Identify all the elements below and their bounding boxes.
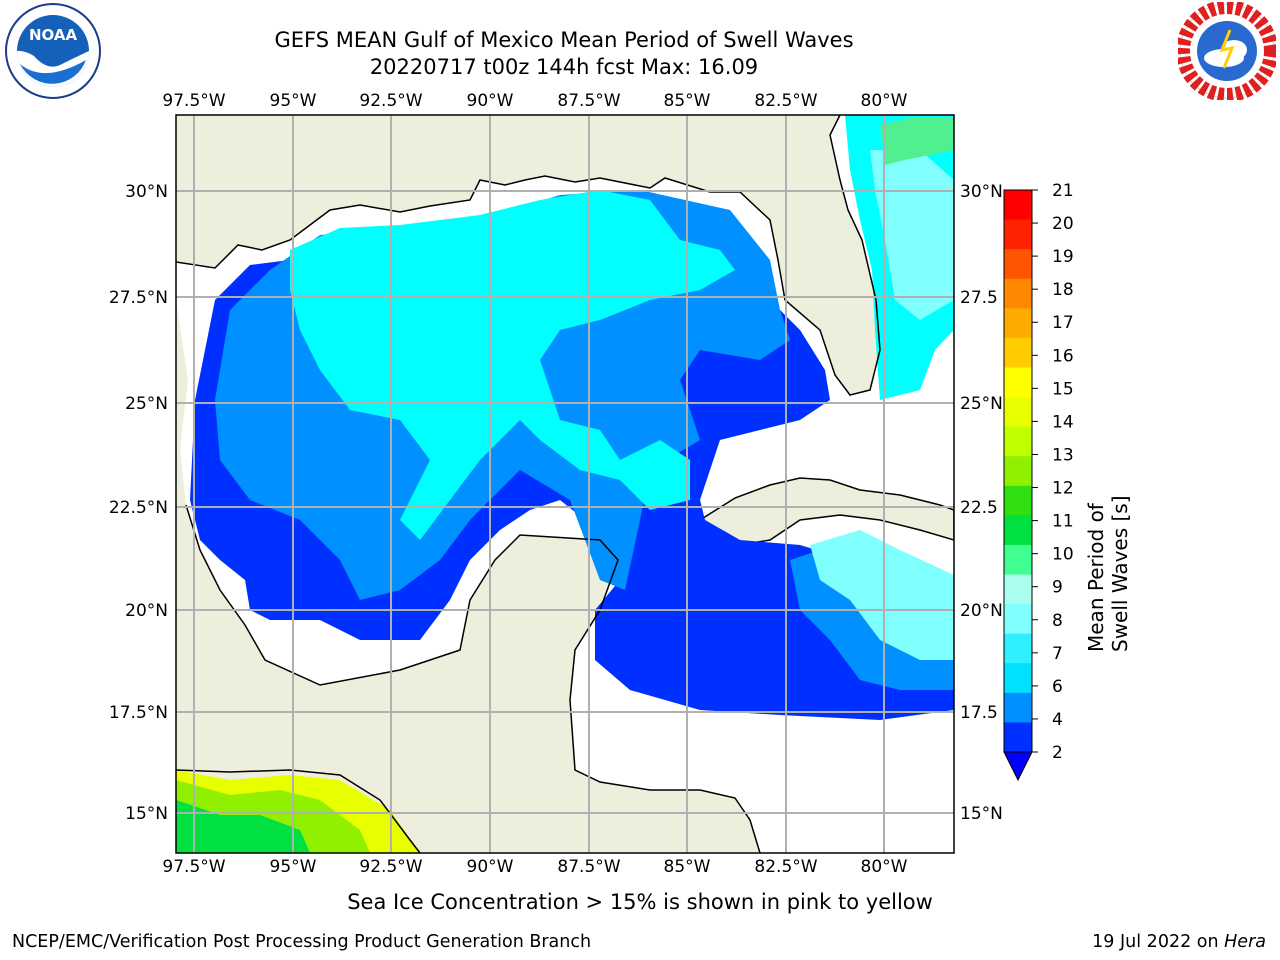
colorbar-segment xyxy=(1004,515,1032,546)
lat-label: 17.5 xyxy=(960,703,998,723)
map-area xyxy=(176,115,954,853)
lat-label: 20°N xyxy=(960,601,1003,621)
colorbar-segment xyxy=(1004,337,1032,368)
lat-label: 15°N xyxy=(125,804,168,824)
colorbar-segment xyxy=(1004,278,1032,309)
cuba-land xyxy=(698,477,954,546)
lon-label: 92.5°W xyxy=(359,91,422,111)
colorbar-segment xyxy=(1004,485,1032,516)
yucatan-land xyxy=(400,535,618,780)
colorbar-tick-label: 9 xyxy=(1052,578,1063,598)
footer-right: 19 Jul 2022 on Hera xyxy=(1092,932,1266,952)
lon-label: 90°W xyxy=(467,91,514,111)
lon-label: 92.5°W xyxy=(359,857,422,877)
lat-label: 22.5°N xyxy=(109,498,168,518)
mexico-coastline xyxy=(185,504,761,853)
colorbar-tick-label: 10 xyxy=(1052,545,1074,565)
footer-date: 19 Jul 2022 on xyxy=(1092,932,1225,952)
colorbar-segment xyxy=(1004,574,1032,605)
colorbar-label: Mean Period of Swell Waves [s] xyxy=(1084,495,1132,652)
title-line-2: 20220717 t00z 144h fcst Max: 16.09 xyxy=(369,55,759,79)
colorbar-tick-label: 17 xyxy=(1052,313,1074,333)
colorbar-segment xyxy=(1004,544,1032,576)
colorbar-tick-label: 13 xyxy=(1052,445,1074,465)
noaa-logo-text: NOAA xyxy=(29,26,78,44)
lon-label: 97.5°W xyxy=(162,857,225,877)
lon-label: 82.5°W xyxy=(754,857,817,877)
lat-label: 20°N xyxy=(125,601,168,621)
colorbar-tick-label: 19 xyxy=(1052,247,1074,267)
colorbar-tick-label: 8 xyxy=(1052,611,1063,631)
caption: Sea Ice Concentration > 15% is shown in … xyxy=(347,890,933,914)
colorbar-segment xyxy=(1004,663,1032,694)
colorbar-tick-label: 4 xyxy=(1052,710,1063,730)
colorbar-segment xyxy=(1004,249,1032,280)
lat-labels-left: 30°N 27.5°N 25°N 22.5°N 20°N 17.5°N 15°N xyxy=(109,182,168,824)
swell-9-10s-atlantic xyxy=(880,118,954,165)
pacific-coastline xyxy=(176,769,421,853)
lat-label: 17.5°N xyxy=(109,703,168,723)
colorbar-segment xyxy=(1004,604,1032,635)
colorbar-tick-label: 11 xyxy=(1052,512,1074,532)
swell-7-8s-atlantic xyxy=(870,150,954,320)
lon-label: 97.5°W xyxy=(162,91,225,111)
lat-label: 25°N xyxy=(960,394,1003,414)
colorbar-tick-label: 14 xyxy=(1052,412,1074,432)
lon-label: 85°W xyxy=(664,91,711,111)
colorbar-tick-label: 15 xyxy=(1052,379,1074,399)
lon-label: 87.5°W xyxy=(557,857,620,877)
colorbar-tick-label: 6 xyxy=(1052,677,1063,697)
lon-label: 87.5°W xyxy=(557,91,620,111)
noaa-logo: NOAA xyxy=(4,2,102,100)
lon-labels-bottom: 97.5°W 95°W 92.5°W 90°W 87.5°W 85°W 82.5… xyxy=(162,857,907,877)
lat-label: 30°N xyxy=(125,182,168,202)
lon-label: 95°W xyxy=(270,91,317,111)
colorbar-segment xyxy=(1004,397,1032,428)
colorbar-segment xyxy=(1004,722,1032,753)
lat-label: 27.5°N xyxy=(109,288,168,308)
lat-label: 25°N xyxy=(125,394,168,414)
colorbar-frame xyxy=(1003,189,1033,753)
lon-labels-top: 97.5°W 95°W 92.5°W 90°W 87.5°W 85°W 82.5… xyxy=(162,91,907,111)
gulf-coastline xyxy=(176,115,881,396)
colorbar-tick-label: 2 xyxy=(1052,743,1063,763)
swell-7-8s-caribbean xyxy=(810,530,954,660)
lon-label: 80°W xyxy=(861,857,908,877)
colorbar-tick-label: 20 xyxy=(1052,214,1074,234)
colorbar-segment xyxy=(1004,308,1032,339)
lon-label: 95°W xyxy=(270,857,317,877)
colorbar-tick-label: 7 xyxy=(1052,644,1063,664)
colorbar-segment xyxy=(1004,426,1032,457)
colorbar-tick-label: 12 xyxy=(1052,479,1074,499)
colorbar-segment xyxy=(1004,692,1032,723)
colorbar-segment xyxy=(1004,190,1032,221)
nws-logo xyxy=(1176,0,1278,102)
lon-label: 80°W xyxy=(861,91,908,111)
lat-label: 22.5 xyxy=(960,498,998,518)
colorbar: 21 20 19 18 17 16 15 14 13 12 11 10 9 8 7 6 4 2 xyxy=(1003,181,1074,782)
map-frame xyxy=(175,114,955,854)
footer-left: NCEP/EMC/Verification Post Processing Pr… xyxy=(12,932,592,952)
colorbar-tick-label: 21 xyxy=(1052,181,1074,201)
colorbar-segment xyxy=(1004,456,1032,487)
colorbar-segment xyxy=(1004,367,1032,398)
footer-host: Hera xyxy=(1224,932,1266,952)
colorbar-extend-arrow xyxy=(1003,751,1033,782)
swell-6-7s xyxy=(290,190,735,540)
lat-label: 27.5 xyxy=(960,288,998,308)
lon-label: 90°W xyxy=(467,857,514,877)
title-line-1: GEFS MEAN Gulf of Mexico Mean Period of … xyxy=(274,28,854,52)
colorbar-segment xyxy=(1004,219,1032,250)
graticule xyxy=(176,115,954,853)
lat-label: 30°N xyxy=(960,182,1003,202)
lon-label: 82.5°W xyxy=(754,91,817,111)
colorbar-segment xyxy=(1004,633,1032,664)
lat-labels-right: 30°N 27.5 25°N 22.5 20°N 17.5 15°N xyxy=(960,182,1003,824)
lat-label: 15°N xyxy=(960,804,1003,824)
colorbar-tick-label: 16 xyxy=(1052,346,1074,366)
lon-label: 85°W xyxy=(664,857,711,877)
colorbar-tick-label: 18 xyxy=(1052,280,1074,300)
